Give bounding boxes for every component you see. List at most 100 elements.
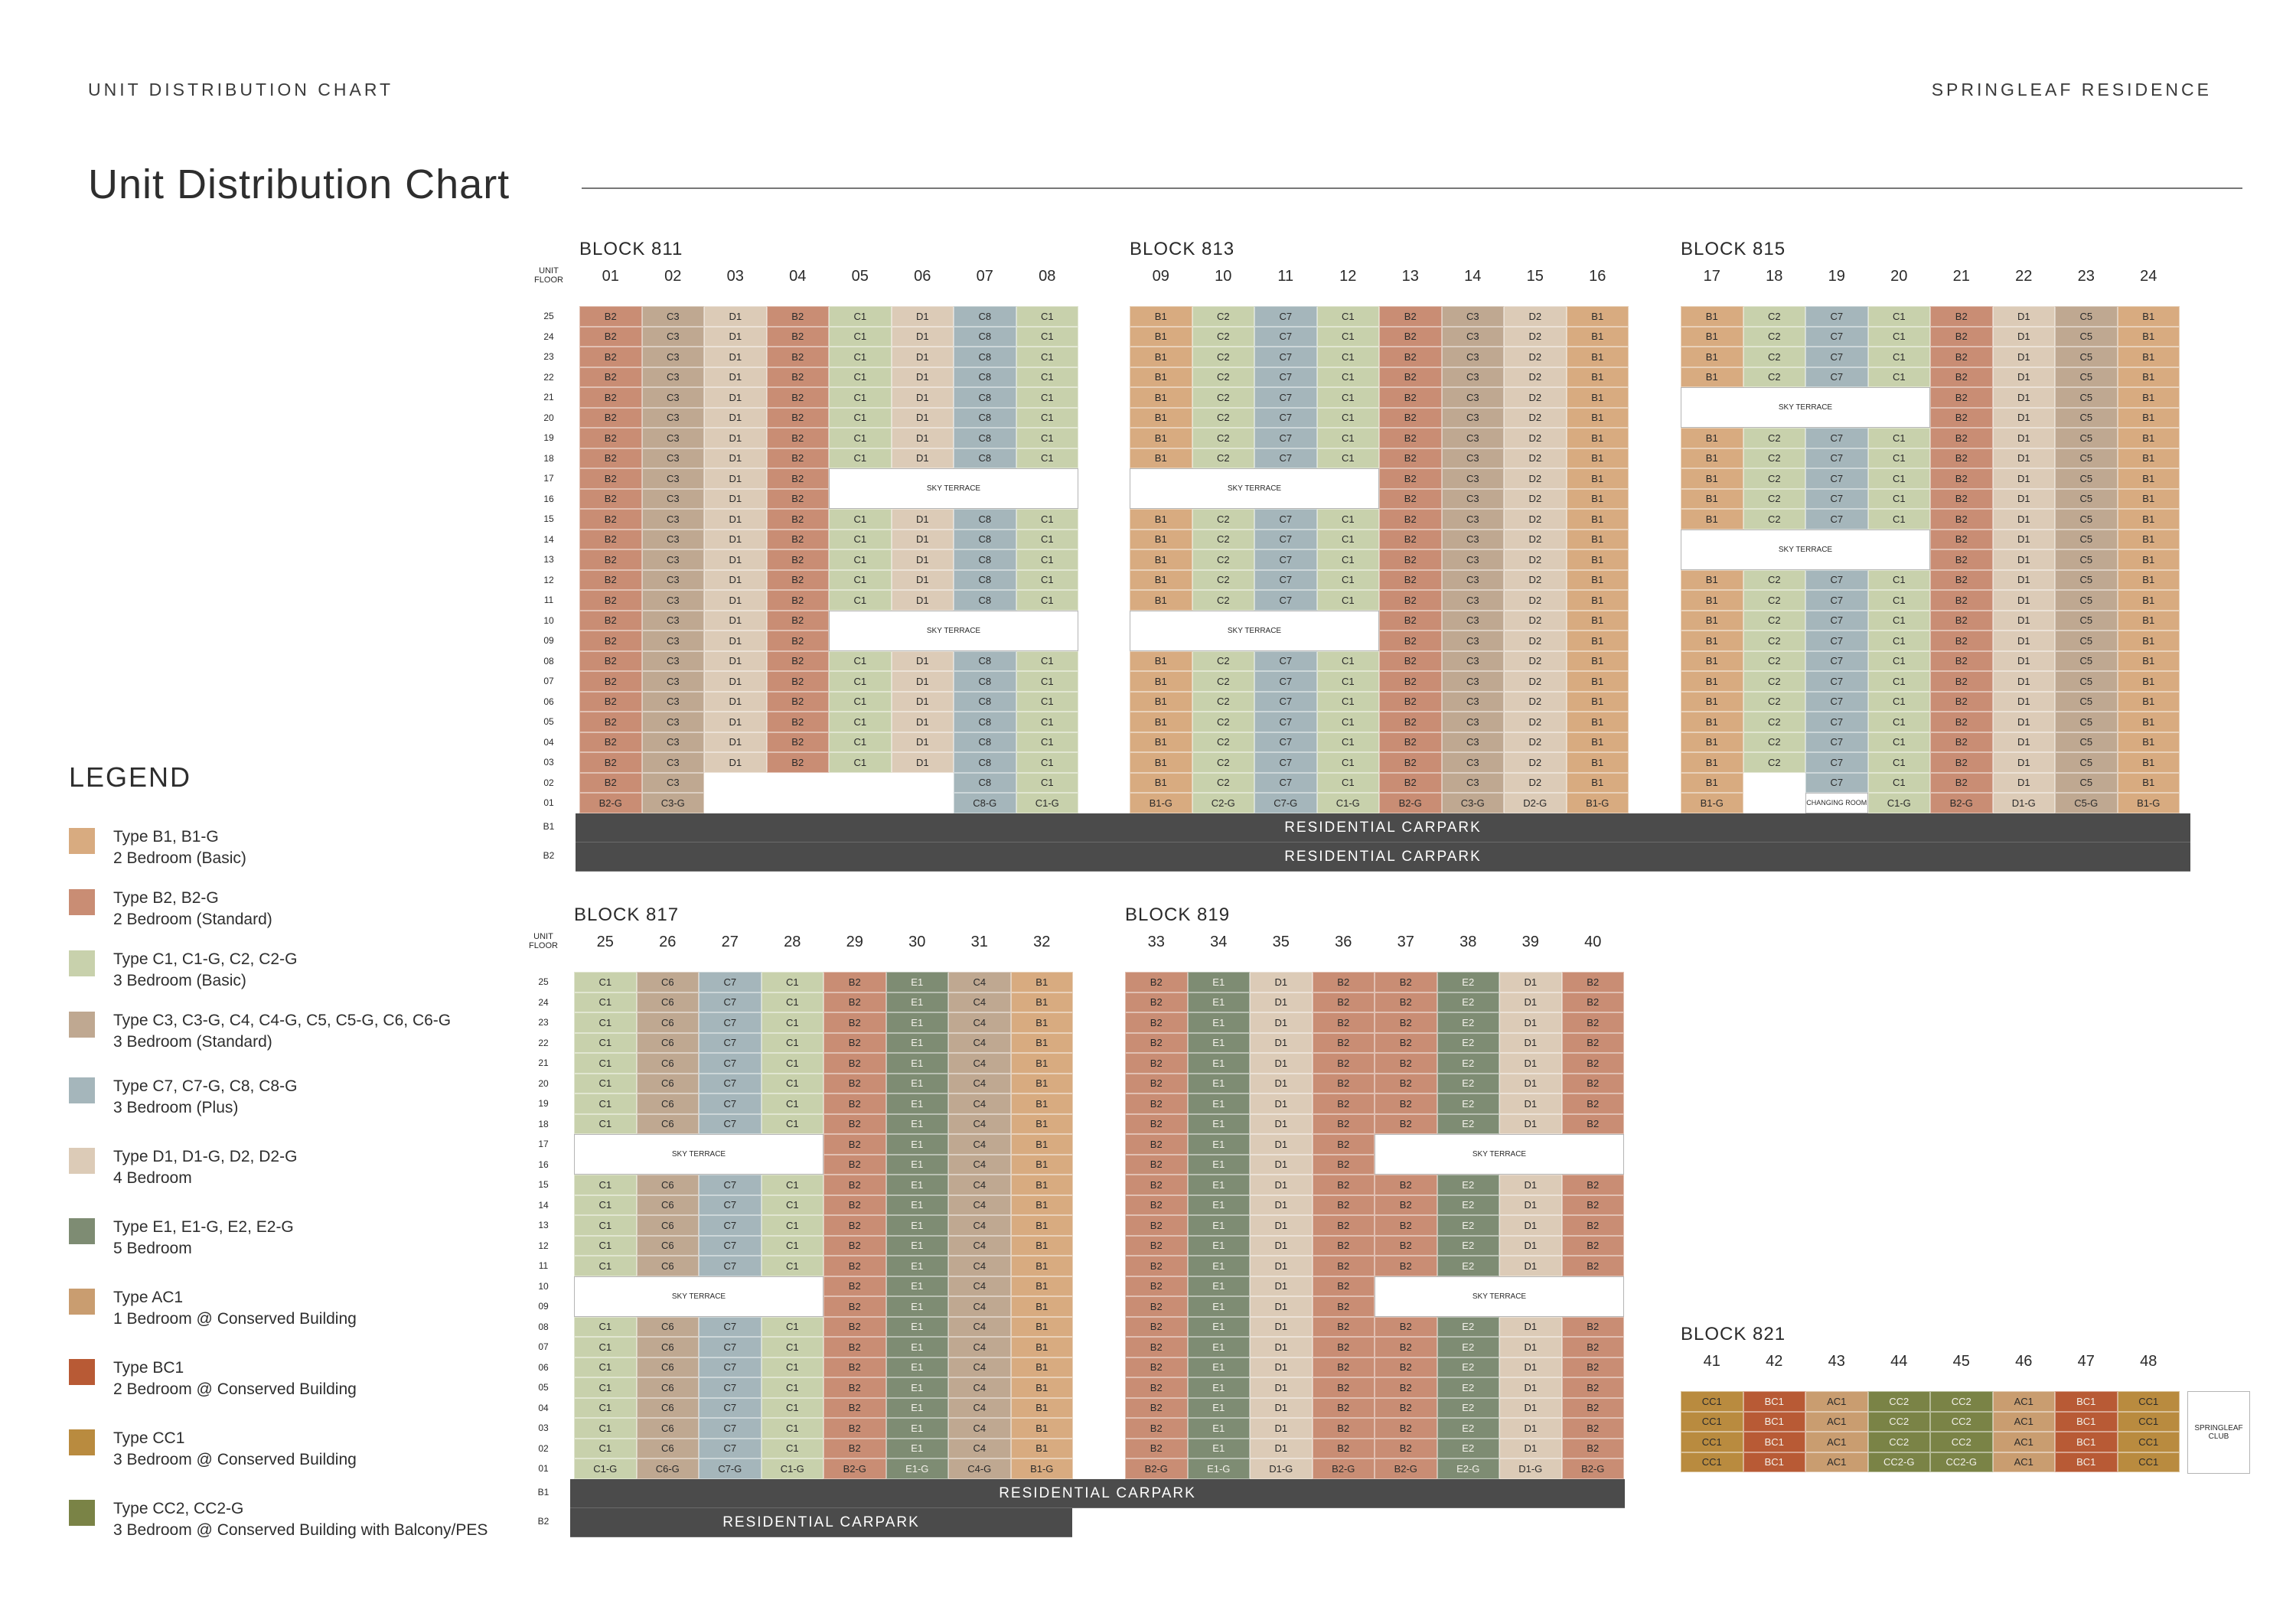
unit-cell: B1 (1566, 488, 1629, 509)
unit-cell: B2 (1561, 1032, 1624, 1053)
floor-number: 14 (538, 1199, 549, 1211)
unit-cell: C5 (2055, 367, 2118, 387)
unit-cell: D1 (891, 448, 954, 468)
legend-type-desc: 3 Bedroom (Plus) (113, 1099, 239, 1116)
unit-cell: C1 (829, 509, 892, 530)
unit-cell: C1 (1867, 347, 1930, 367)
unit-cell: E2 (1437, 1316, 1499, 1337)
sky-terrace: SKY TERRACE (1130, 468, 1379, 509)
unit-cell: D1 (1250, 1113, 1313, 1134)
unit-cell: C4 (948, 1397, 1011, 1418)
unit-cell: B1 (1681, 691, 1743, 712)
unit-cell: D1 (891, 407, 954, 428)
unit-cell: B1 (2117, 407, 2180, 428)
unit-column-number: 21 (1952, 268, 1970, 285)
unit-cell: B1 (2117, 650, 2180, 671)
unit-cell: B2 (579, 610, 642, 631)
unit-cell: B1 (2117, 529, 2180, 549)
legend-swatch (69, 1077, 95, 1103)
unit-cell: B2-G (823, 1458, 886, 1479)
unit-cell: C1 (829, 712, 892, 732)
unit-cell: C7 (1805, 712, 1868, 732)
unit-cell: B1 (1681, 590, 1743, 611)
unit-column-number: 11 (1277, 268, 1294, 285)
unit-cell: B1 (1130, 772, 1192, 793)
unit-cell: C2 (1192, 549, 1254, 570)
unit-cell: E1 (885, 1194, 948, 1215)
unit-cell: B2 (579, 488, 642, 509)
unit-cell: B2 (579, 631, 642, 651)
unit-cell: C7 (1254, 509, 1317, 530)
unit-cell: B2 (1312, 1215, 1375, 1236)
unit-column-number: 24 (2140, 268, 2157, 285)
unit-cell: B1 (1010, 1337, 1073, 1357)
unit-cell: B1 (1010, 1175, 1073, 1195)
unit-cell: C1 (761, 1032, 823, 1053)
floor-number: 11 (538, 1260, 549, 1271)
unit-cell: C3 (641, 407, 704, 428)
unit-cell: B1 (1681, 448, 1743, 468)
unit-column-number: 25 (596, 934, 614, 950)
unit-cell: C5 (2055, 509, 2118, 530)
unit-cell: D1 (1250, 1012, 1313, 1033)
unit-cell: E1 (1187, 1113, 1250, 1134)
unit-cell: B2 (1561, 1357, 1624, 1377)
unit-cell: C1 (1016, 387, 1078, 408)
unit-cell: B1 (2117, 691, 2180, 712)
unit-cell: E2 (1437, 1215, 1499, 1236)
unit-cell: C5 (2055, 347, 2118, 367)
unit-cell: C1 (761, 1357, 823, 1377)
unit-cell: C4 (948, 1194, 1011, 1215)
unit-cell: C8 (954, 772, 1016, 793)
unit-cell: B2 (579, 407, 642, 428)
floor-number: 22 (543, 371, 554, 383)
block-title: BLOCK 811 (579, 239, 683, 259)
unit-cell: B2 (823, 1235, 886, 1256)
unit-cell: C1 (1867, 428, 1930, 448)
unit-cell: C1 (1016, 590, 1078, 611)
unit-cell: B2 (1125, 992, 1188, 1012)
unit-cell: B2 (1379, 671, 1442, 692)
unit-cell: C7 (699, 1377, 762, 1398)
floor-number: 06 (543, 696, 554, 707)
unit-cell: C8 (954, 691, 1016, 712)
unit-cell: D1 (704, 712, 767, 732)
floor-number: 06 (538, 1361, 549, 1373)
unit-cell: E1 (885, 1012, 948, 1033)
unit-cell: AC1 (1992, 1391, 2055, 1412)
unit-cell: B1 (2117, 367, 2180, 387)
unit-cell: D2 (1504, 712, 1567, 732)
unit-cell: B2 (1930, 468, 1993, 489)
legend-text: Type CC2, CC2-G 3 Bedroom @ Conserved Bui… (113, 1498, 488, 1541)
unit-cell: D1 (891, 752, 954, 773)
unit-cell: B2 (1379, 712, 1442, 732)
unit-cell: C4 (948, 1175, 1011, 1195)
unit-cell: D1 (891, 732, 954, 752)
unit-cell: E1 (1187, 1357, 1250, 1377)
unit-cell: B2 (823, 1194, 886, 1215)
unit-cell: C2 (1192, 691, 1254, 712)
unit-cell: B2 (1379, 407, 1442, 428)
unit-cell: C1 (574, 1377, 637, 1398)
unit-cell: C3 (641, 752, 704, 773)
unit-cell: C8-G (954, 793, 1016, 813)
unit-cell: E1 (885, 1134, 948, 1155)
unit-cell: B2 (1375, 1194, 1437, 1215)
unit-cell: C3 (1441, 631, 1504, 651)
unit-cell: D1 (891, 712, 954, 732)
unit-cell: D1 (1250, 992, 1313, 1012)
unit-cell: CC1 (1681, 1391, 1743, 1412)
unit-column-number: 29 (846, 934, 863, 950)
unit-cell: B2 (1375, 1438, 1437, 1458)
unit-cell: B1 (1130, 691, 1192, 712)
legend-type-name: Type C1, C1-G, C2, C2-G (113, 950, 298, 968)
unit-cell: C1 (1867, 772, 1930, 793)
unit-cell: E2 (1437, 1357, 1499, 1377)
unit-cell: AC1 (1992, 1432, 2055, 1452)
unit-cell: C1 (1316, 428, 1379, 448)
unit-cell: C3 (641, 772, 704, 793)
unit-cell: C7 (699, 1175, 762, 1195)
unit-cell: B1 (1681, 631, 1743, 651)
unit-cell: C8 (954, 590, 1016, 611)
unit-cell: C2 (1743, 752, 1805, 773)
